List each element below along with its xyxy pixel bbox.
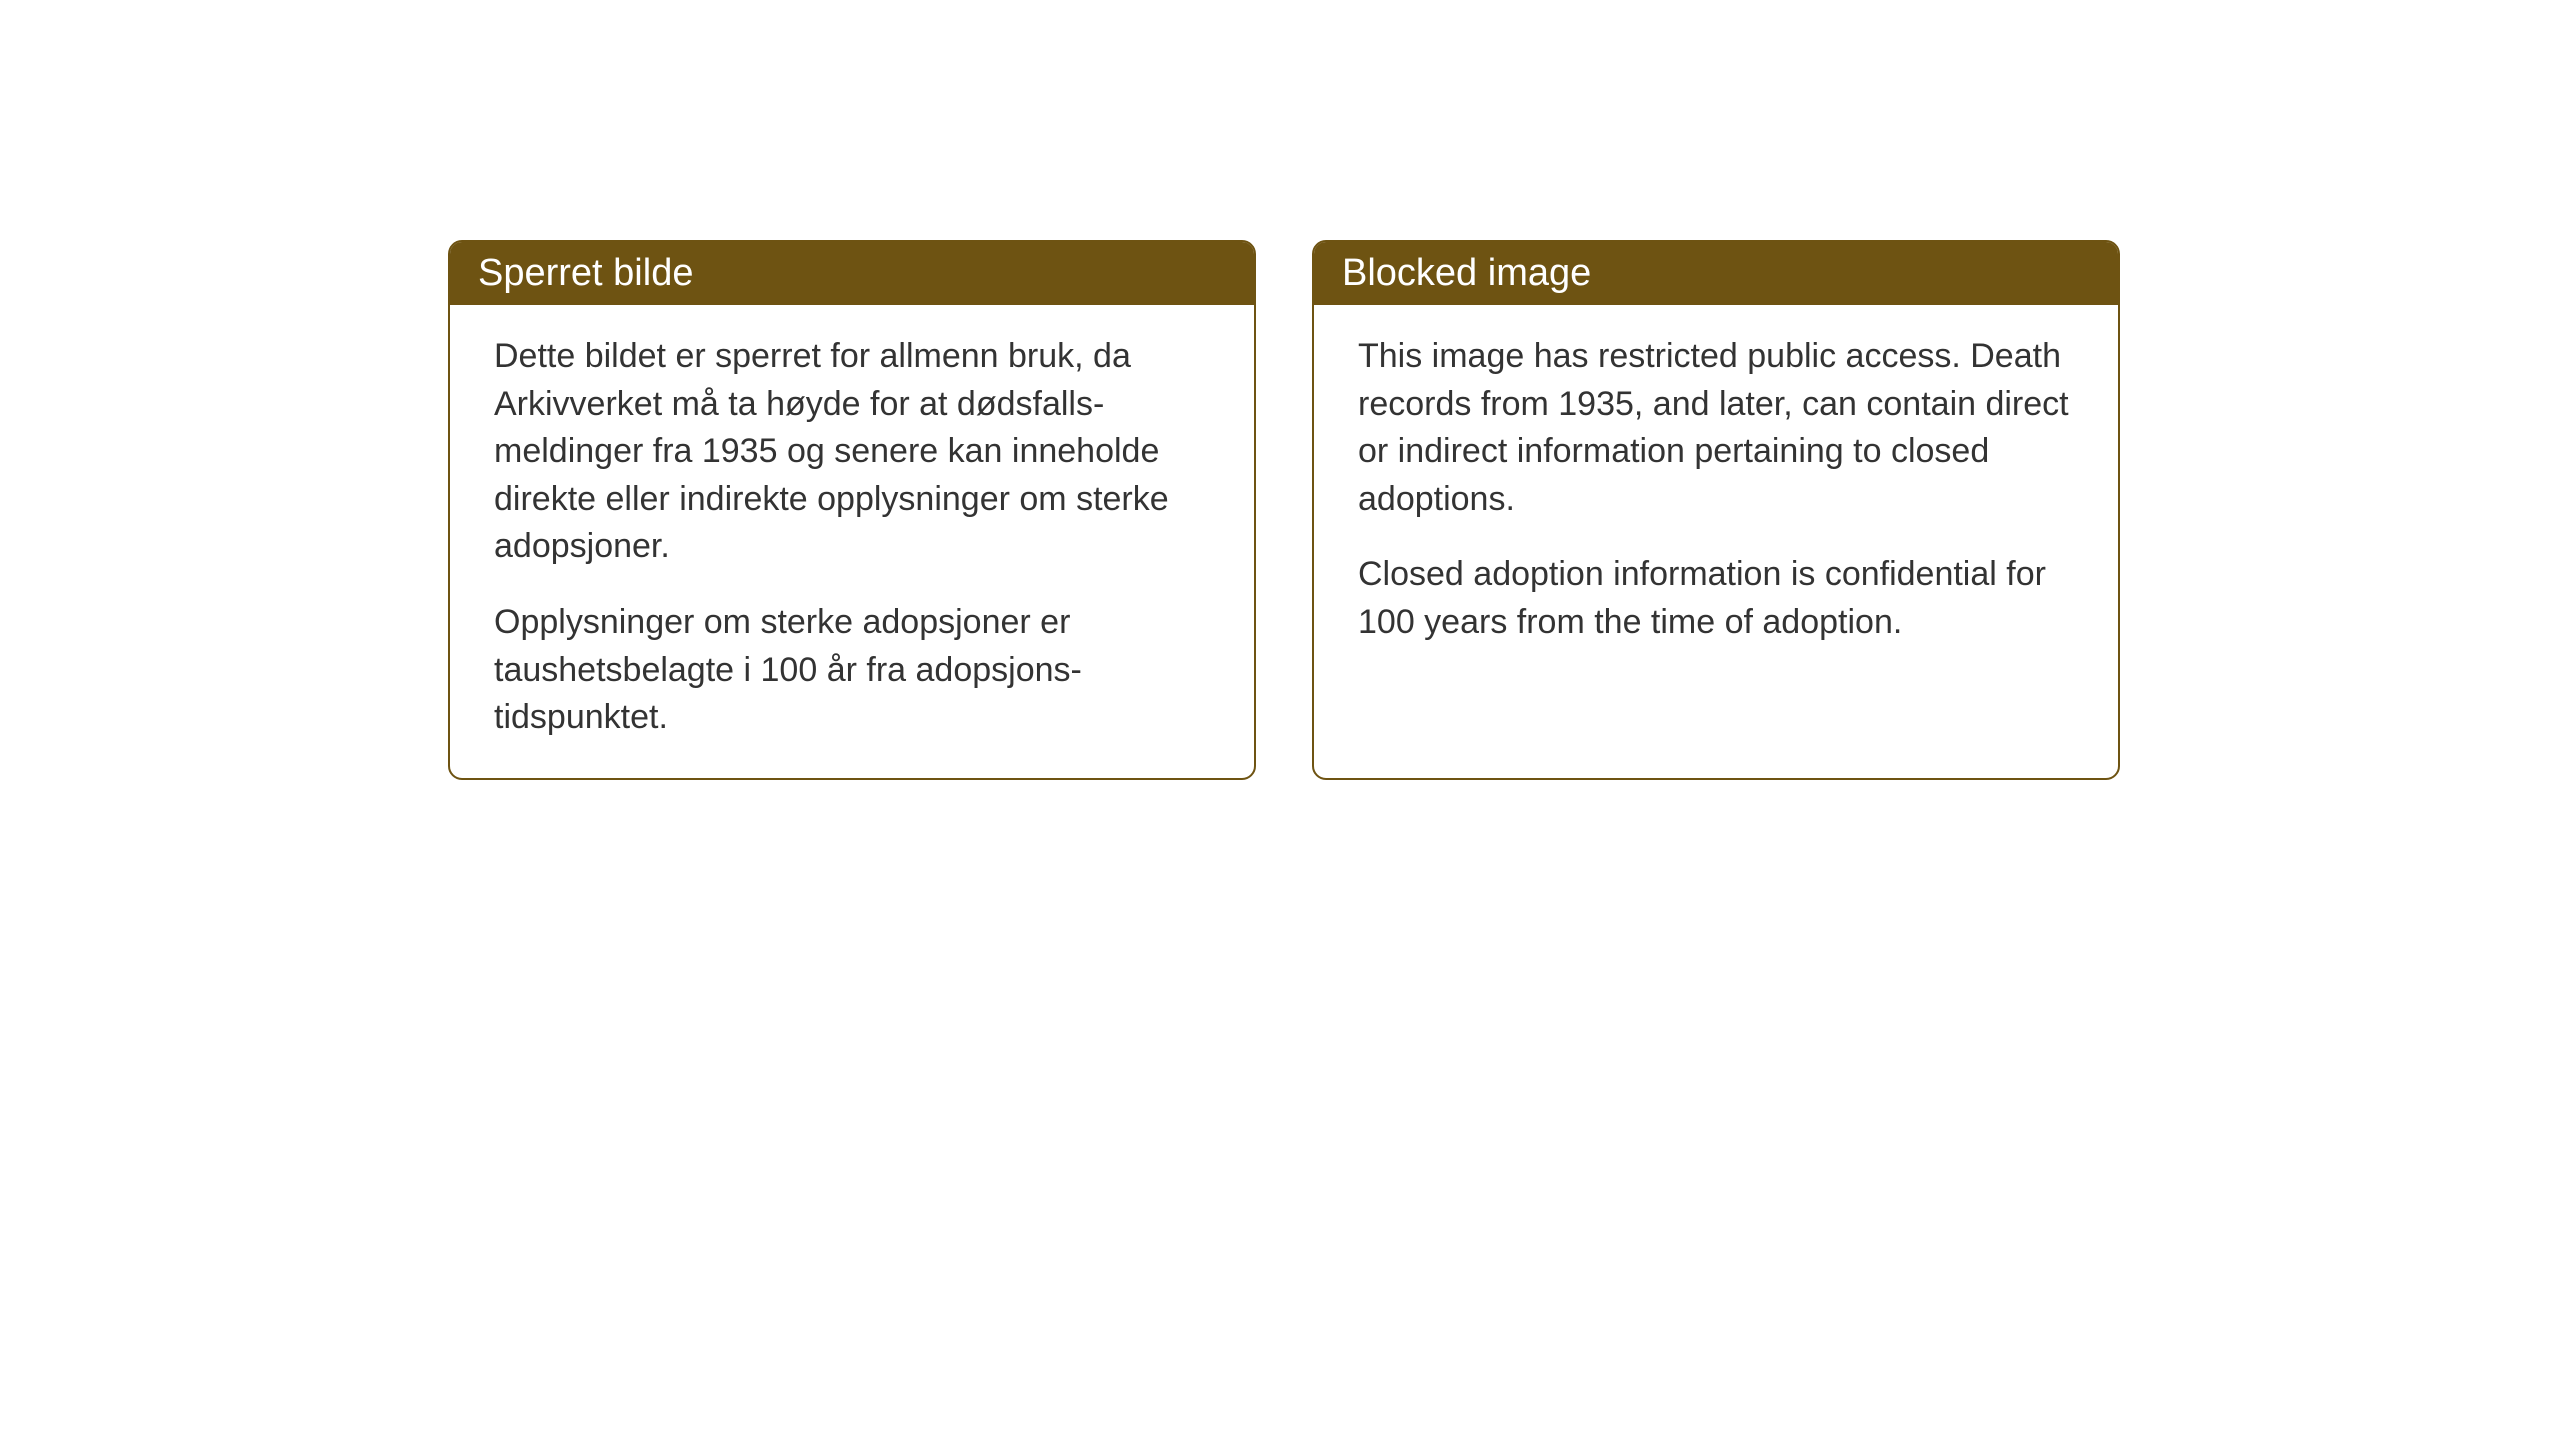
notice-title-english: Blocked image [1342,252,1591,294]
notice-paragraph-1-norwegian: Dette bildet er sperret for allmenn bruk… [494,333,1210,571]
notice-box-norwegian: Sperret bilde Dette bildet er sperret fo… [448,240,1256,780]
notice-header-english: Blocked image [1314,242,2118,305]
notice-paragraph-1-english: This image has restricted public access.… [1358,333,2074,523]
notice-container: Sperret bilde Dette bildet er sperret fo… [448,240,2120,780]
notice-header-norwegian: Sperret bilde [450,242,1254,305]
notice-paragraph-2-norwegian: Opplysninger om sterke adopsjoner er tau… [494,599,1210,742]
notice-title-norwegian: Sperret bilde [478,252,693,294]
notice-box-english: Blocked image This image has restricted … [1312,240,2120,780]
notice-body-english: This image has restricted public access.… [1314,305,2118,683]
notice-body-norwegian: Dette bildet er sperret for allmenn bruk… [450,305,1254,778]
notice-paragraph-2-english: Closed adoption information is confident… [1358,551,2074,646]
